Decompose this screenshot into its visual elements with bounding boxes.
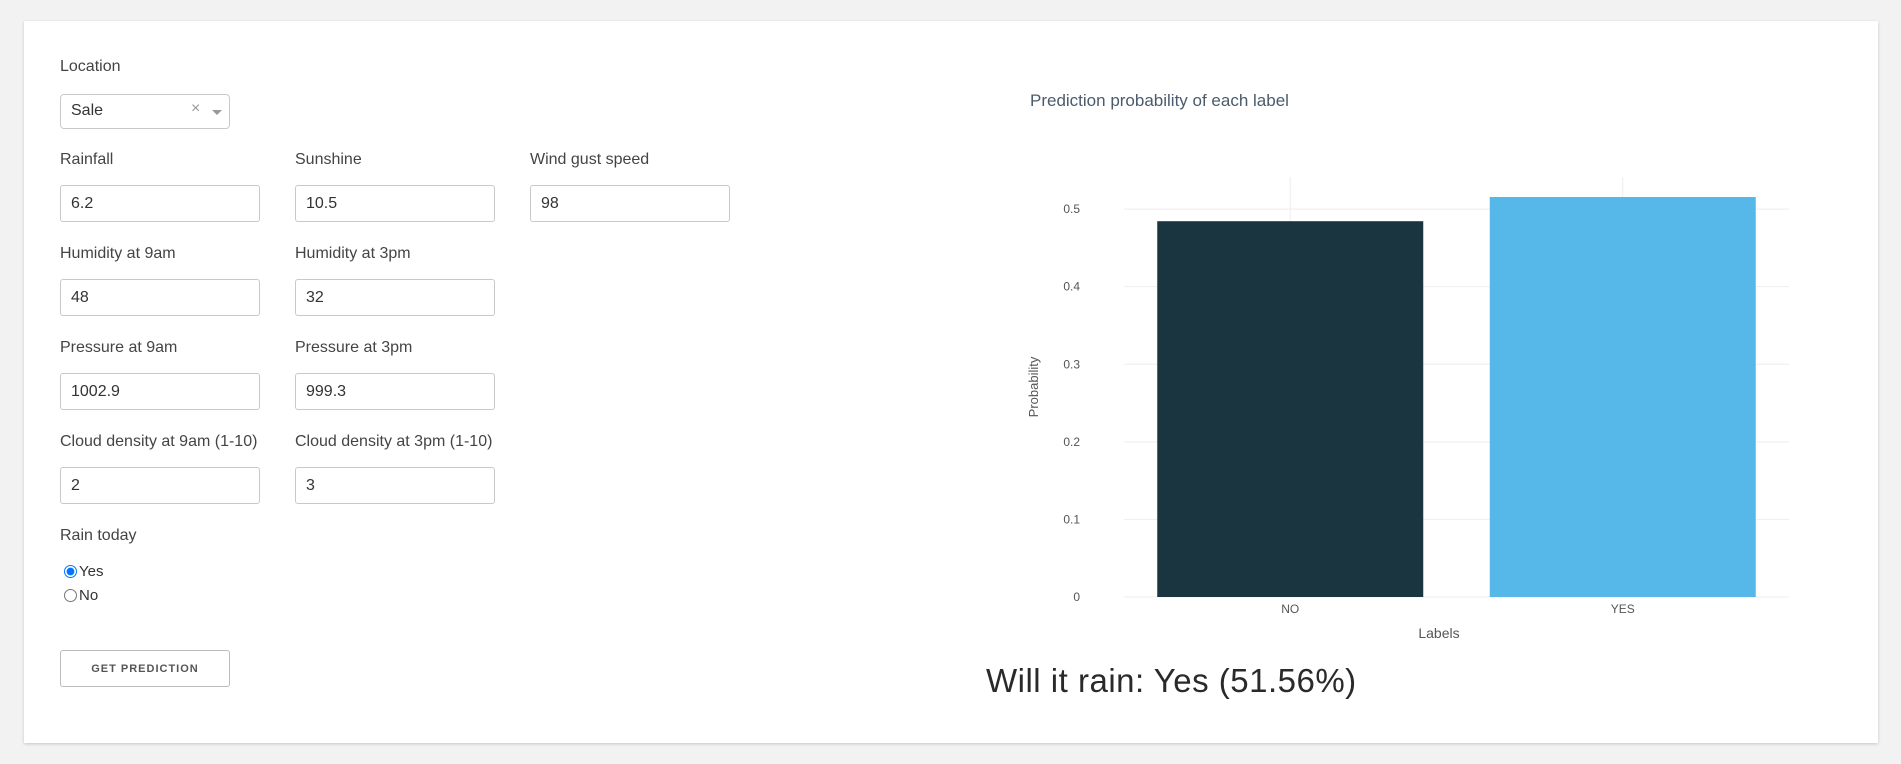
rain-today-label: Rain today [60,527,137,544]
rainfall-input[interactable] [60,185,260,222]
y-tick-label: 0.2 [1063,435,1080,449]
bar-no[interactable] [1157,221,1424,597]
location-value: Sale [71,102,104,119]
x-tick-labels: NO YES [1281,602,1635,616]
rainfall-label: Rainfall [60,151,114,168]
pressure-3pm-input[interactable] [295,373,495,410]
cloud-9am-input[interactable] [60,467,260,504]
get-prediction-button[interactable]: GET PREDICTION [60,650,230,687]
chart-bars [1157,197,1756,597]
humidity-3pm-input[interactable] [295,279,495,316]
chevron-down-icon[interactable] [212,110,222,115]
cloud-3pm-label: Cloud density at 3pm (1-10) [295,433,493,450]
y-tick-label: 0.5 [1063,202,1080,216]
prediction-result: Will it rain: Yes (51.56%) [986,662,1357,699]
clear-icon[interactable]: × [191,100,201,117]
rain-today-radio-yes[interactable] [64,565,77,578]
pressure-3pm-label: Pressure at 3pm [295,339,413,356]
rain-today-option-yes[interactable]: Yes [64,563,103,580]
x-axis-label: Labels [1418,625,1459,641]
rain-today-yes-text: Yes [79,563,104,580]
x-tick-label: YES [1611,602,1635,616]
cloud-9am-label: Cloud density at 9am (1-10) [60,433,258,450]
wind-gust-speed-input[interactable] [530,185,730,222]
humidity-9am-input[interactable] [60,279,260,316]
rain-today-radio-no[interactable] [64,589,77,602]
y-tick-labels: 0 0.1 0.2 0.3 0.4 0.5 [1063,202,1080,604]
bar-yes[interactable] [1489,197,1756,597]
y-tick-label: 0 [1073,590,1080,604]
x-tick-label: NO [1281,602,1299,616]
humidity-9am-label: Humidity at 9am [60,245,176,262]
y-tick-label: 0.3 [1063,357,1080,371]
wind-gust-speed-label: Wind gust speed [530,151,650,168]
pressure-9am-label: Pressure at 9am [60,339,178,356]
location-label: Location [60,58,121,75]
humidity-3pm-label: Humidity at 3pm [295,245,411,262]
probability-bar-chart: 0 0.1 0.2 0.3 0.4 0.5 NO YES Probability Label… [1026,177,1789,641]
y-tick-label: 0.4 [1063,280,1080,294]
y-axis-label: Probability [1026,356,1041,417]
chart-title: Prediction probability of each label [1030,91,1289,110]
pressure-9am-input[interactable] [60,373,260,410]
rain-today-option-no[interactable]: No [64,587,98,604]
prediction-card: Location Sale × Rainfall Sunshine Wind g… [24,21,1878,743]
location-select[interactable]: Sale × [60,94,230,129]
sunshine-input[interactable] [295,185,495,222]
cloud-3pm-input[interactable] [295,467,495,504]
rain-today-no-text: No [79,587,99,604]
sunshine-label: Sunshine [295,151,362,168]
y-tick-label: 0.1 [1063,512,1080,526]
